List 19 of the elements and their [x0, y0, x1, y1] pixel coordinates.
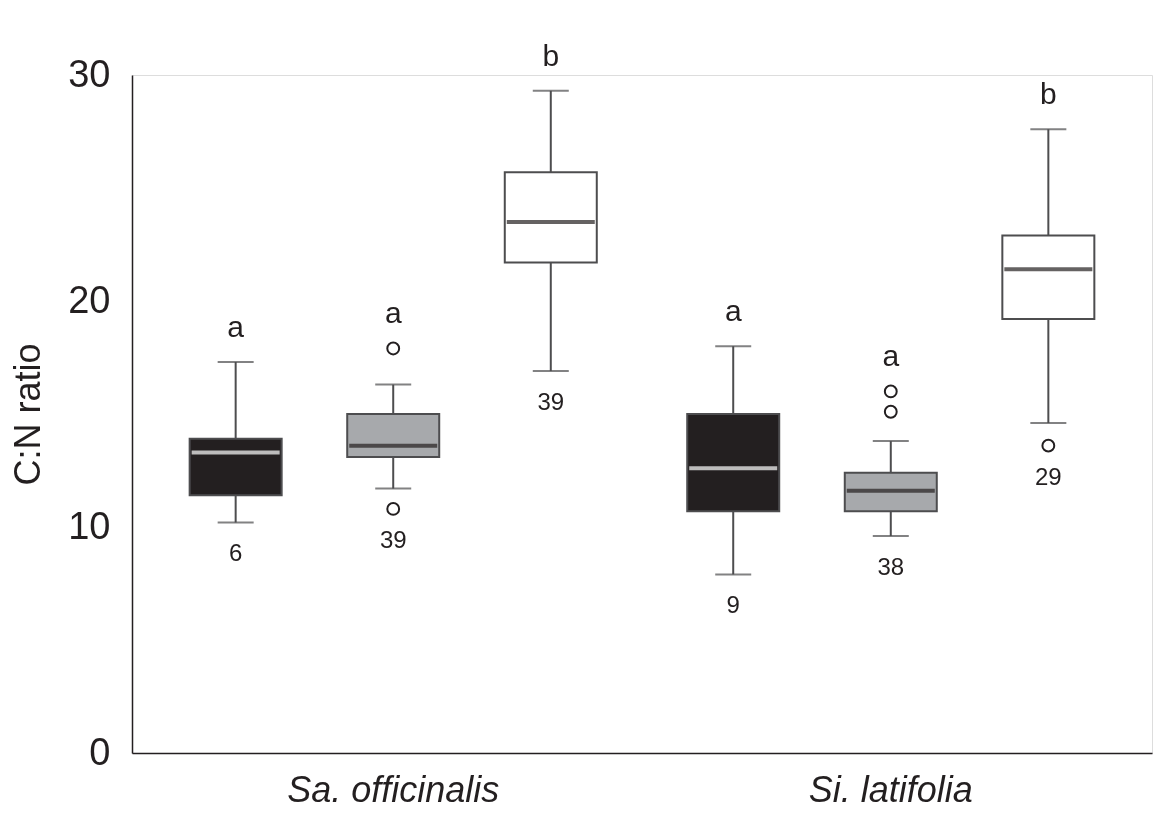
annotation: 38 — [877, 553, 905, 581]
annotation: a — [882, 339, 900, 373]
annotation: 39 — [379, 525, 407, 553]
y-axis-title: C:N ratio — [7, 343, 49, 486]
y-tick-label: 10 — [68, 504, 111, 547]
y-tick-label: 0 — [89, 730, 111, 773]
annotation: b — [1040, 77, 1057, 111]
text: b — [542, 38, 560, 72]
annotation: 6 — [228, 539, 243, 567]
annotation: a — [724, 294, 742, 328]
y-tick-label: 20 — [68, 278, 111, 321]
annotation: a — [227, 310, 245, 344]
annotation: 9 — [726, 591, 740, 619]
annotation: a — [384, 296, 402, 330]
annotation: 29 — [1034, 462, 1062, 490]
y-tick-label: 30 — [68, 52, 111, 95]
annotation: 39 — [537, 388, 565, 416]
x-tick-label: Sa. officinalis — [287, 768, 500, 810]
x-tick-label: Si. latifolia — [808, 768, 973, 810]
